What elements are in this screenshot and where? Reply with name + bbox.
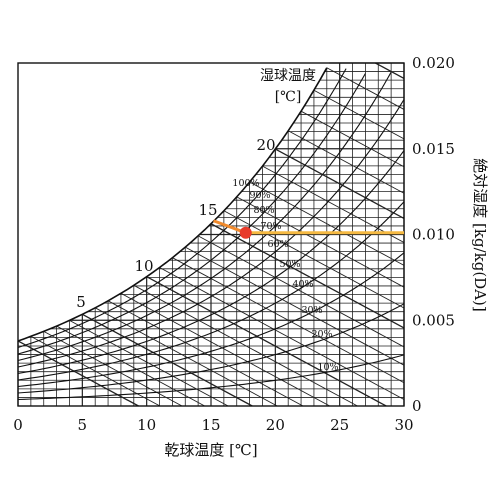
rh-label: 90% [249,190,270,201]
rh-curve [17,68,347,349]
wet-bulb-line [133,284,358,407]
rh-label: 80% [253,205,274,216]
rh-label: 50% [279,259,300,270]
wet-bulb-line [30,335,161,407]
wet-bulb-line [69,320,229,407]
x-tick-label: 30 [394,416,413,434]
wet-bulb-line [375,62,405,80]
state-point [239,226,252,239]
rh-curve [17,71,392,362]
wet-bulb-line [249,181,405,266]
x-tick-label: 15 [201,416,220,434]
rh-label: 40% [292,279,313,290]
rh-curve [17,354,405,401]
wet-bulb-label: 20 [256,136,275,154]
wet-bulb-line [185,246,405,366]
wet-bulb-unit: [℃] [275,89,302,105]
rh-label: 30% [301,305,322,316]
wet-bulb-line [94,307,278,407]
x-tick-label: 20 [266,416,285,434]
wet-bulb-line [120,292,330,407]
wet-bulb-line [223,210,405,309]
x-tick-label: 25 [330,416,349,434]
chart-grid [17,62,405,407]
rh-label: 70% [260,221,281,232]
wet-bulb-line [56,325,205,407]
wet-bulb-line [159,267,405,400]
rh-curve [17,99,405,368]
chart-curves [17,67,405,401]
wet-bulb-line [262,165,405,243]
axis-ticks: 100%90% 80% 70% 60% 50% 40% 30% 20% 10% 5 10 15 20 0 5… [13,54,455,434]
plot-frame [17,62,405,407]
wet-bulb-line [82,313,253,407]
y-tick-label: 0.020 [412,54,455,72]
wet-bulb-line [210,223,405,329]
y-tick-label: 0 [412,397,422,415]
rh-curve [17,201,405,381]
rh-label: 20% [311,329,332,340]
y-axis-title: 絶対湿度 [kg/kg(DA)] [471,158,489,311]
wet-bulb-label: 15 [198,201,217,219]
wet-bulb-label: 10 [134,257,153,275]
x-tick-label: 10 [137,416,156,434]
rh-curve [17,67,328,342]
rh-label: 60% [267,239,288,250]
y-tick-label: 0.010 [412,226,455,244]
wet-bulb-line [300,110,405,168]
rh-curve [17,150,405,375]
wet-bulb-title: 湿球温度 [260,68,316,84]
wet-bulb-label: 5 [76,293,86,311]
x-tick-label: 0 [13,416,23,434]
rh-curve [17,73,366,355]
wet-bulb-line [146,276,387,407]
highlight-layer [213,219,404,239]
wet-bulb-line [197,235,405,348]
wet-bulb-line [287,130,405,194]
wet-bulb-line [17,340,139,407]
wet-bulb-line [275,148,405,220]
x-axis-title: 乾球温度 [℃] [164,441,257,459]
rh-curve [17,303,405,394]
rh-label: 10% [317,362,338,373]
wet-bulb-line [43,330,183,407]
y-tick-label: 0.015 [412,140,455,158]
wet-bulb-line [326,67,405,110]
y-tick-label: 0.005 [412,311,455,329]
rh-label: 100% [232,178,259,189]
x-tick-label: 5 [78,416,88,434]
rh-curve [17,252,405,388]
